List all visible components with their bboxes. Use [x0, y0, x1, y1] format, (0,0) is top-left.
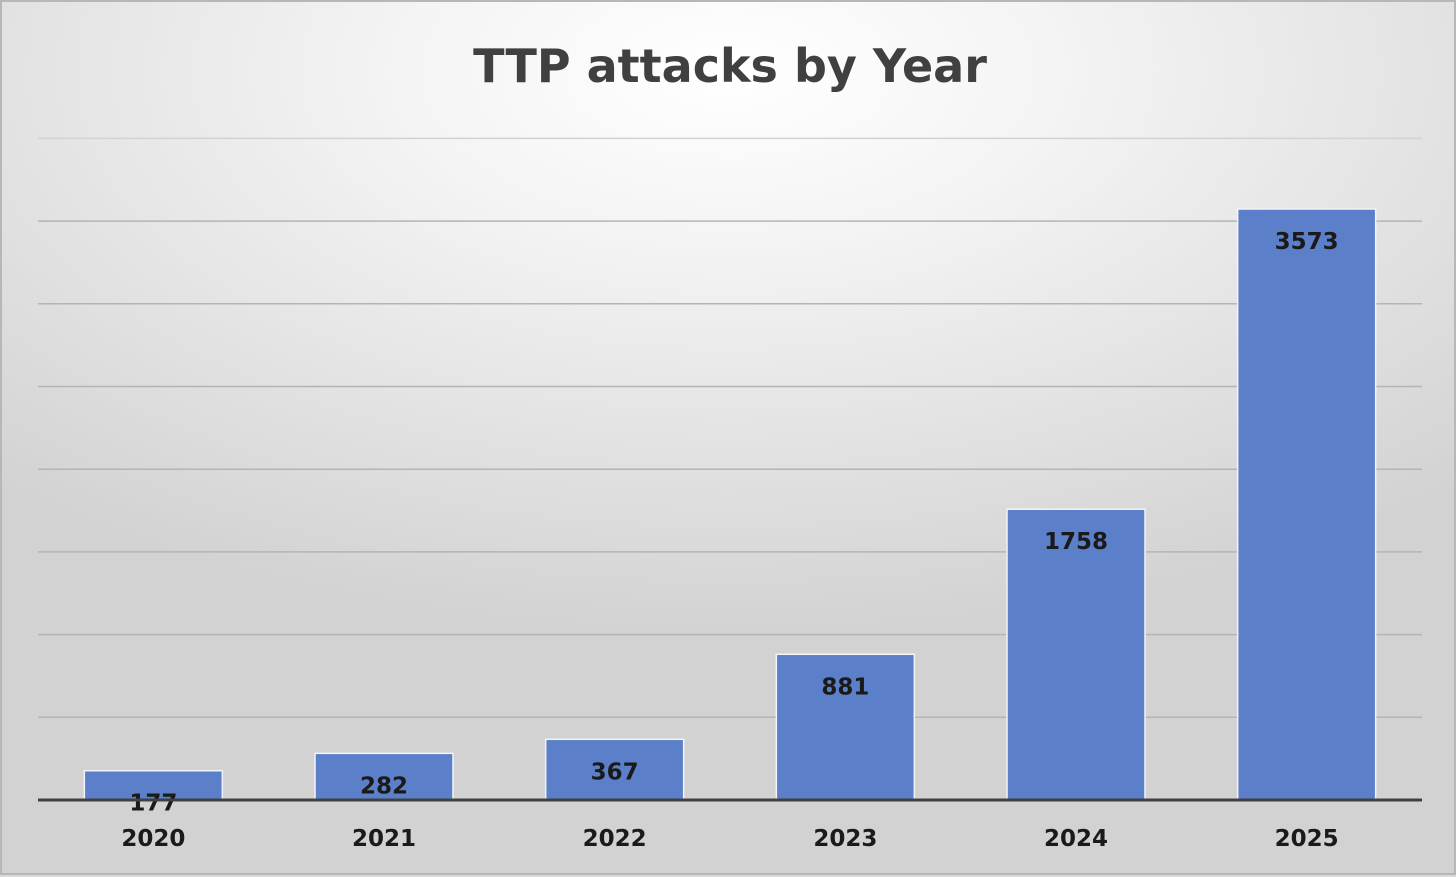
bar-2025 — [1236, 208, 1377, 801]
data-labels: 177 282 367 881 1758 3573 — [129, 229, 1338, 817]
bar-2022 — [544, 738, 685, 801]
data-label-2024: 1758 — [1044, 529, 1108, 555]
data-label-2023: 881 — [821, 674, 869, 700]
data-label-2021: 282 — [360, 773, 408, 799]
data-label-2022: 367 — [591, 759, 639, 785]
bars — [83, 208, 1377, 801]
data-label-2025: 3573 — [1275, 229, 1339, 255]
x-tick-label-2022: 2022 — [583, 826, 647, 852]
bar-2023 — [775, 653, 916, 801]
x-axis-tick-labels: 2020 2021 2022 2023 2024 2025 — [121, 826, 1338, 852]
chart-title: TTP attacks by Year — [473, 39, 987, 93]
bar-2020 — [83, 769, 224, 801]
x-tick-label-2020: 2020 — [121, 826, 185, 852]
x-tick-label-2021: 2021 — [352, 826, 416, 852]
bar-2024 — [1006, 508, 1146, 801]
x-tick-label-2025: 2025 — [1275, 826, 1339, 852]
data-label-2020: 177 — [129, 791, 177, 817]
x-tick-label-2023: 2023 — [813, 826, 877, 852]
gridlines — [38, 137, 1422, 719]
x-tick-label-2024: 2024 — [1044, 826, 1108, 852]
